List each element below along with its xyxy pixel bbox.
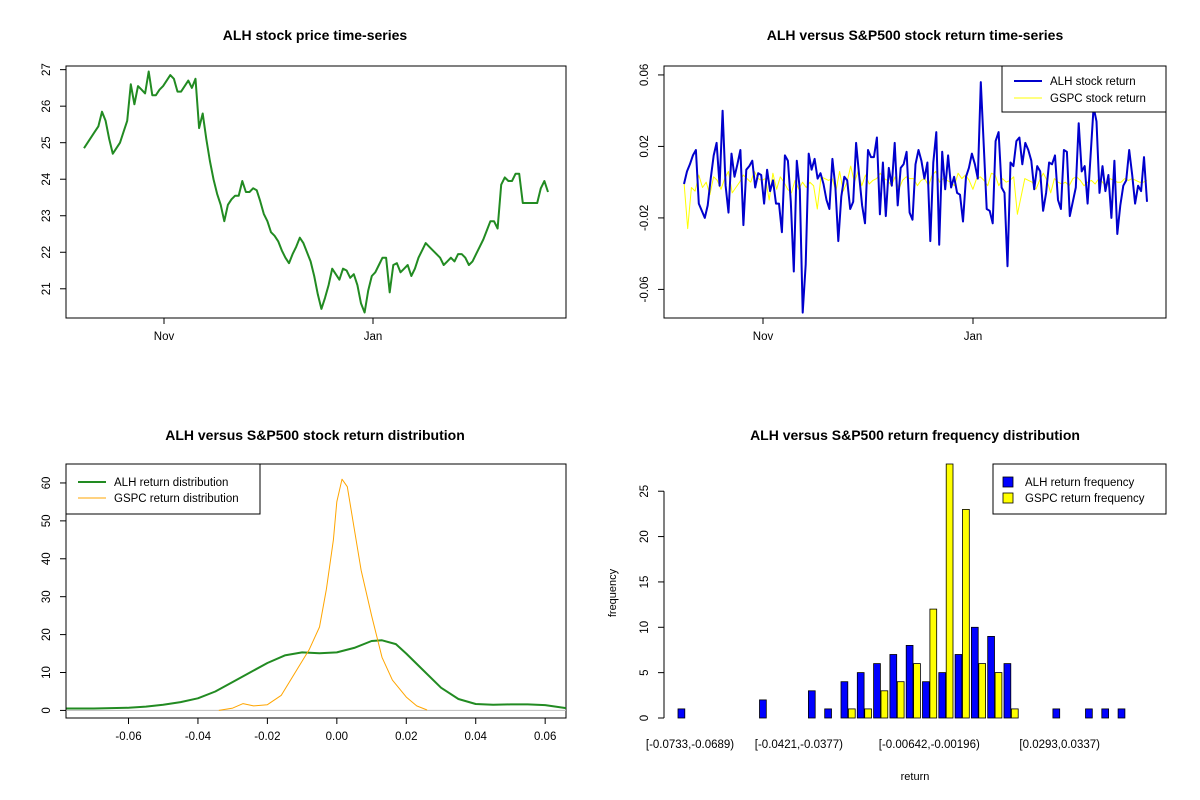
panel4-bar-gspc bbox=[896, 681, 905, 719]
panel1-y-tick-label: 26 bbox=[41, 100, 53, 113]
panel3-y-tick-label: 30 bbox=[41, 590, 53, 603]
panel4-y-tick-label: 20 bbox=[639, 530, 651, 543]
panel3-y-tick-label: 0 bbox=[41, 707, 53, 713]
panel2-series-line-0 bbox=[683, 81, 1148, 314]
panel3-y-tick-label: 40 bbox=[41, 552, 53, 565]
panel4-bar-alh bbox=[856, 672, 865, 719]
panel4-bar-alh bbox=[1117, 708, 1126, 719]
panel4-x-tick-label: [-0.00642,-0.00196) bbox=[879, 739, 980, 751]
panel3-y-tick-label: 10 bbox=[41, 666, 53, 679]
panel4-legend bbox=[992, 463, 1167, 515]
panel4-bar-alh bbox=[808, 690, 816, 719]
panel1-x-tick-label: Nov bbox=[154, 331, 175, 343]
panel4-legend-swatch bbox=[1002, 492, 1014, 504]
panel4-bar-alh bbox=[824, 708, 832, 719]
panel4-bar-alh bbox=[971, 626, 979, 719]
panel1-y-tick-label: 23 bbox=[41, 209, 53, 222]
panel3-y-tick-label: 60 bbox=[41, 477, 53, 490]
panel3-y-tick-label: 50 bbox=[41, 514, 53, 527]
panel2-legend bbox=[1001, 65, 1167, 113]
panel4-bar-alh bbox=[1052, 708, 1061, 719]
panel1-title: ALH stock price time-series bbox=[223, 27, 408, 43]
panel4-bar-gspc bbox=[913, 663, 921, 719]
panel3-y-tick-label: 20 bbox=[41, 628, 53, 641]
panel4-legend-label: ALH return frequency bbox=[1025, 477, 1135, 489]
panel4-bar-alh bbox=[1003, 663, 1012, 719]
panel2-x-tick-label: Jan bbox=[964, 331, 983, 343]
panel4-y-tick-label: 10 bbox=[639, 621, 651, 634]
panel3-x-tick-label: -0.02 bbox=[254, 731, 280, 743]
panel2-legend-label: GSPC stock return bbox=[1050, 93, 1146, 105]
panel2-y-tick-label: 0.02 bbox=[639, 135, 651, 157]
panel3-x-tick-label: 0.04 bbox=[465, 731, 488, 743]
panel4-bar-gspc bbox=[962, 508, 970, 719]
panel4-legend-label: GSPC return frequency bbox=[1025, 493, 1145, 505]
panel4-y-tick-label: 0 bbox=[639, 715, 651, 721]
panel4-bar-alh bbox=[677, 708, 686, 719]
panel3-x-tick-label: -0.06 bbox=[115, 731, 141, 743]
panel1-y-tick-label: 24 bbox=[41, 172, 53, 185]
panel1-y-tick-label: 21 bbox=[41, 282, 53, 295]
panel4-bar-alh bbox=[759, 699, 767, 719]
panel4-bar-gspc bbox=[880, 690, 889, 719]
panel1-price-line bbox=[83, 70, 549, 314]
panel4-bar-alh bbox=[922, 681, 930, 719]
panel4-bar-gspc bbox=[1011, 708, 1019, 719]
panel4-bar-alh bbox=[938, 672, 946, 719]
panel3-x-tick-label: -0.04 bbox=[185, 731, 212, 743]
panel1-x-tick-label: Jan bbox=[364, 331, 383, 343]
panel4-bar-gspc bbox=[929, 608, 938, 719]
panel4-y-tick-label: 5 bbox=[639, 669, 651, 675]
panel2-title: ALH versus S&P500 stock return time-seri… bbox=[767, 27, 1064, 43]
panel4-x-tick-label: [-0.0733,-0.0689) bbox=[646, 739, 734, 751]
panel3-x-tick-label: 0.06 bbox=[534, 731, 556, 743]
panel4-y-tick-label: 15 bbox=[639, 576, 651, 589]
panel2-y-tick-label: -0.02 bbox=[639, 205, 651, 231]
panel3-legend-label: ALH return distribution bbox=[114, 477, 228, 489]
panel4-bar-alh bbox=[954, 654, 963, 719]
panel4-bar-gspc bbox=[945, 463, 954, 719]
panel1-y-tick-label: 27 bbox=[41, 63, 53, 76]
panel4-bar-gspc bbox=[978, 663, 986, 719]
panel4-legend-swatch bbox=[1002, 476, 1014, 488]
panel3-x-tick-label: 0.02 bbox=[395, 731, 417, 743]
panel4-x-tick-label: [0.0293,0.0337) bbox=[1019, 739, 1100, 751]
panel1-y-tick-label: 22 bbox=[41, 246, 53, 259]
panel2-x-tick-label: Nov bbox=[753, 331, 774, 343]
panel1-y-tick-label: 25 bbox=[41, 136, 53, 149]
panel2-y-tick-label: 0.06 bbox=[639, 64, 651, 86]
panel3-legend-label: GSPC return distribution bbox=[114, 493, 239, 505]
panel4-xlabel: return bbox=[901, 771, 930, 783]
plot-layer: 21 22 23 24 25 26 27 Nov Jan -0.06 -0.02 0.02 0.06 No… bbox=[41, 63, 1167, 751]
panel4-bar-alh bbox=[889, 654, 898, 719]
panel3-density-line-1 bbox=[218, 478, 428, 711]
panel4-y-tick-label: 25 bbox=[639, 485, 651, 498]
panel4-bar-alh bbox=[987, 636, 995, 719]
panel4-bar-alh bbox=[873, 663, 881, 719]
panel2-legend-label: ALH stock return bbox=[1050, 76, 1136, 88]
panel4-ylabel: frequency bbox=[607, 568, 619, 617]
panel4-bar-gspc bbox=[994, 672, 1003, 719]
panel2-y-tick-label: -0.06 bbox=[639, 276, 651, 302]
panel3-legend bbox=[65, 463, 261, 515]
panel4-x-tick-label: [-0.0421,-0.0377) bbox=[755, 739, 843, 751]
panel4-bar-alh bbox=[840, 681, 849, 719]
panel4-bar-alh bbox=[905, 645, 914, 719]
panel4-bar-gspc bbox=[864, 708, 872, 719]
panel3-x-tick-label: 0.00 bbox=[326, 731, 348, 743]
panel4-bar-gspc bbox=[848, 708, 856, 719]
panel4-title: ALH versus S&P500 return frequency distr… bbox=[750, 427, 1080, 443]
panel3-density-line-0 bbox=[66, 639, 567, 710]
panel3-title: ALH versus S&P500 stock return distribut… bbox=[165, 427, 465, 443]
panel4-bar-alh bbox=[1085, 708, 1093, 719]
panel4-bar-alh bbox=[1101, 708, 1110, 719]
